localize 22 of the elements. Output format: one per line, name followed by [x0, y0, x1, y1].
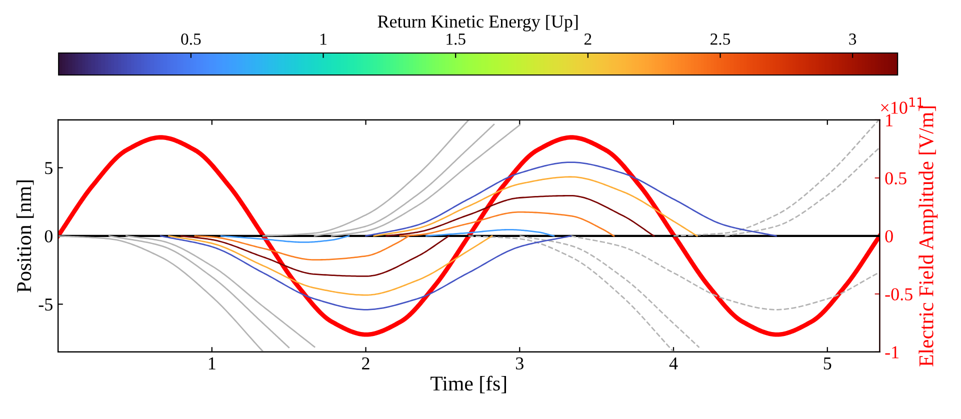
color-bar-label: 2.5	[710, 34, 730, 45]
x-tick-label: 1	[208, 357, 216, 370]
y2-tick-label: -1	[885, 346, 899, 358]
color-bar-label: 0.5	[181, 34, 201, 45]
color-bar-label: 3	[849, 34, 856, 45]
color-bar-label: 1.5	[446, 34, 466, 45]
y-tick-label: -5	[38, 298, 52, 311]
y2-tick-label: 0	[885, 230, 893, 242]
y2-tick-label: 1	[886, 114, 893, 126]
x-tick-label: 4	[669, 357, 678, 370]
x-axis-title: Time [fs]	[430, 376, 506, 394]
color-bar-title: Return Kinetic Energy [Up]	[378, 14, 578, 32]
color-bar-label: 2	[584, 34, 592, 45]
y-tick-label: 0	[44, 230, 52, 242]
x-tick-label: 3	[516, 357, 524, 370]
y2-tick-label: -0.5	[885, 288, 912, 300]
y-axis-title: Position [nm]	[16, 180, 34, 292]
y-tick-label: 5	[45, 162, 52, 174]
color-bar-label: 1	[320, 34, 326, 45]
x-tick-label: 2	[362, 357, 370, 370]
x-tick-label: 5	[824, 358, 832, 370]
y2-tick-label: 0.5	[885, 172, 906, 184]
